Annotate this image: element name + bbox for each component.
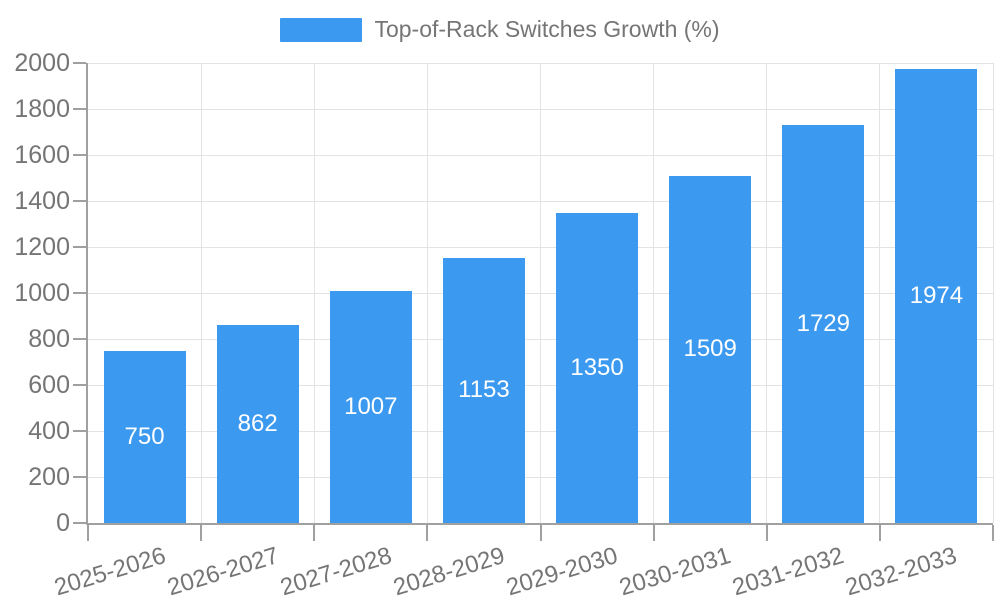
x-axis-tick [313, 525, 316, 541]
y-axis-tick [73, 62, 86, 64]
bar-value-label: 1007 [344, 393, 398, 421]
x-gridline [200, 63, 202, 523]
chart-legend-item[interactable]: Top-of-Rack Switches Growth (%) [0, 16, 1000, 43]
y-axis-label: 0 [56, 509, 70, 537]
x-axis-label: 2025-2026 [50, 542, 169, 600]
bar-value-label: 1153 [458, 376, 510, 404]
y-axis-line [86, 63, 88, 525]
bar[interactable]: 1350 [556, 212, 639, 523]
x-axis-tick [426, 525, 429, 541]
x-axis-line [88, 523, 993, 525]
y-axis-label: 800 [28, 325, 70, 353]
x-axis-tick [652, 525, 655, 541]
x-gridline [879, 63, 881, 523]
bar-value-label: 1350 [570, 353, 624, 381]
y-axis-tick [73, 338, 86, 340]
x-gridline [540, 63, 541, 523]
x-axis-tick [878, 525, 881, 541]
x-axis-label: 2027-2028 [277, 542, 395, 600]
bar[interactable]: 1153 [442, 257, 525, 523]
y-axis-tick [73, 108, 86, 110]
bar[interactable]: 1007 [329, 291, 412, 523]
y-axis-label: 1200 [14, 233, 70, 261]
x-gridline [313, 63, 315, 523]
y-axis-tick [73, 200, 86, 202]
bar-value-label: 1974 [909, 281, 964, 309]
bar[interactable]: 1974 [895, 68, 978, 523]
x-axis-tick [200, 525, 203, 541]
bar[interactable]: 862 [216, 324, 299, 523]
x-gridline [426, 63, 428, 523]
bar-value-label: 862 [237, 409, 278, 437]
x-axis-label: 2032-2033 [842, 542, 961, 600]
bar-value-label: 750 [124, 422, 165, 450]
x-gridline [653, 63, 655, 523]
bar[interactable]: 750 [103, 350, 186, 523]
y-axis-label: 1800 [14, 95, 70, 123]
legend-label: Top-of-Rack Switches Growth (%) [374, 16, 720, 42]
x-axis-tick [992, 525, 994, 541]
legend-swatch [280, 17, 363, 42]
y-axis-label: 1600 [14, 141, 70, 169]
x-axis-tick [87, 525, 89, 541]
y-axis-tick [73, 430, 86, 432]
y-axis-label: 600 [28, 371, 70, 399]
x-axis-label: 2029-2030 [503, 542, 621, 600]
x-axis-label: 2031-2032 [729, 542, 848, 600]
y-axis-tick [73, 154, 86, 156]
x-axis-label: 2028-2029 [390, 542, 508, 600]
bar[interactable]: 1509 [669, 175, 752, 523]
y-axis-tick [73, 246, 86, 248]
bar-value-label: 1729 [796, 310, 850, 338]
y-axis-label: 1400 [14, 187, 70, 215]
y-axis-tick [73, 476, 86, 478]
y-axis-label: 1000 [14, 279, 70, 307]
bar[interactable]: 1729 [782, 125, 865, 523]
y-axis-label: 2000 [14, 49, 70, 77]
y-axis-tick [73, 522, 86, 524]
x-gridline [992, 63, 994, 523]
x-axis-label: 2030-2031 [616, 542, 735, 600]
bar-value-label: 1509 [683, 335, 737, 363]
x-axis-label: 2026-2027 [163, 542, 282, 600]
x-axis-tick [765, 525, 768, 541]
y-axis-label: 400 [28, 417, 70, 445]
x-axis-tick [539, 525, 542, 541]
y-axis-tick [73, 384, 86, 386]
x-gridline [766, 63, 768, 523]
y-axis-tick [73, 292, 86, 294]
y-axis-label: 200 [28, 463, 70, 491]
